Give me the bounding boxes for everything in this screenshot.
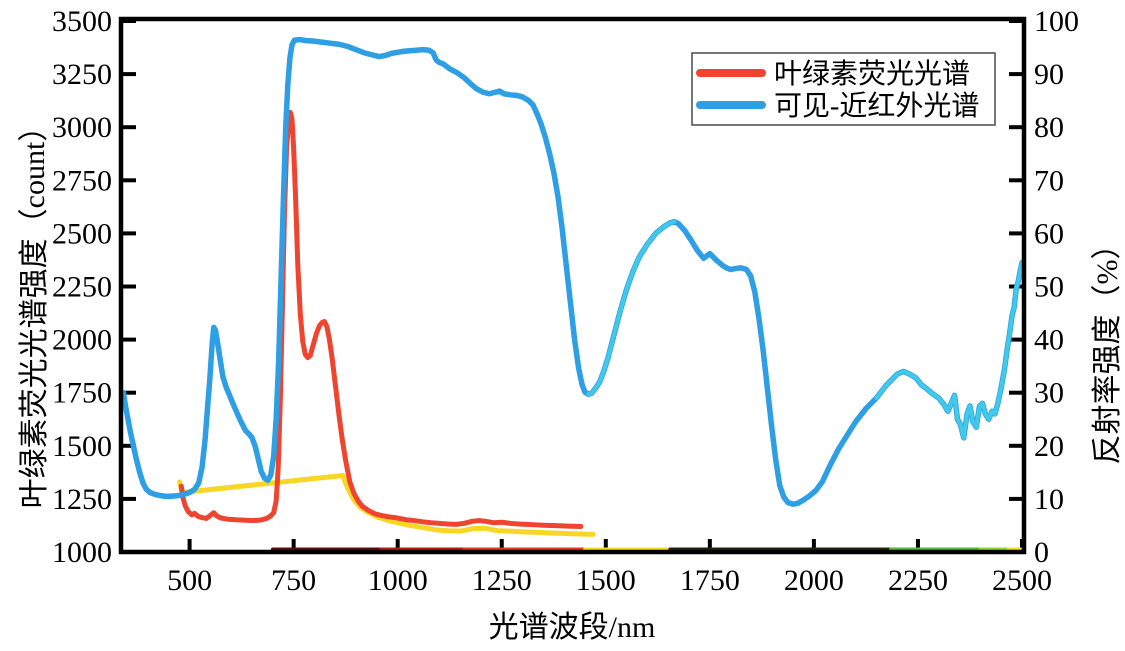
y-left-tick-label: 2000 bbox=[52, 324, 112, 357]
y-left-tick-label: 2250 bbox=[52, 271, 112, 304]
x-tick-label: 500 bbox=[167, 564, 212, 597]
y-axis-title-right: 反射率强度（%） bbox=[1091, 230, 1124, 465]
legend-label-fluorescence: 叶绿素荧光光谱 bbox=[774, 58, 970, 90]
y-left-tick-label: 2750 bbox=[52, 164, 112, 197]
y-left-tick-label: 3500 bbox=[52, 5, 112, 38]
y-left-tick-label: 3250 bbox=[52, 58, 112, 91]
legend-label-vis-nir: 可见-近红外光谱 bbox=[774, 90, 979, 122]
y-right-tick-label: 70 bbox=[1034, 164, 1064, 197]
x-tick-label: 2500 bbox=[992, 564, 1052, 597]
series-line-overlay bbox=[586, 219, 677, 397]
series-line-fluorescence bbox=[177, 473, 596, 537]
y-right-tick-label: 30 bbox=[1034, 377, 1064, 410]
y-right-tick-label: 50 bbox=[1034, 271, 1064, 304]
plot-frame bbox=[118, 16, 1027, 555]
y-right-tick-label: 60 bbox=[1034, 217, 1064, 250]
x-tick-label: 2250 bbox=[888, 564, 948, 597]
spectra-curves bbox=[120, 36, 1025, 552]
x-tick-label: 2000 bbox=[784, 564, 844, 597]
x-tick-label: 1750 bbox=[680, 564, 740, 597]
y-right-tick-label: 10 bbox=[1034, 483, 1064, 516]
series-line-fluorescence bbox=[178, 109, 584, 530]
y-right-tick-label: 90 bbox=[1034, 58, 1064, 91]
x-axis-title: 光谱波段/nm bbox=[489, 611, 656, 644]
x-tick-label: 1250 bbox=[472, 564, 532, 597]
y-axis-title-left: 叶绿素荧光光谱强度（count） bbox=[18, 112, 51, 509]
y-left-tick-label: 1250 bbox=[52, 483, 112, 516]
x-tick-label: 1500 bbox=[576, 564, 636, 597]
axis-tick-labels: 500 750 1000 1250 1500 1750 2000 2250 2500100012… bbox=[52, 5, 1079, 597]
y-right-tick-label: 100 bbox=[1034, 5, 1079, 38]
y-left-tick-label: 1750 bbox=[52, 377, 112, 410]
y-right-tick-label: 80 bbox=[1034, 111, 1064, 144]
x-tick-label: 1000 bbox=[368, 564, 428, 597]
y-left-tick-label: 2500 bbox=[52, 217, 112, 250]
y-left-tick-label: 3000 bbox=[52, 111, 112, 144]
legend: 叶绿素荧光光谱 可见-近红外光谱 bbox=[691, 52, 996, 126]
y-right-tick-label: 40 bbox=[1034, 324, 1064, 357]
legend-box bbox=[691, 52, 996, 126]
y-left-tick-label: 1000 bbox=[52, 536, 112, 569]
y-right-tick-label: 20 bbox=[1034, 430, 1064, 463]
x-tick-label: 750 bbox=[271, 564, 316, 597]
y-left-tick-label: 1500 bbox=[52, 430, 112, 463]
y-right-tick-label: 0 bbox=[1034, 536, 1049, 569]
series-line-overlay bbox=[874, 260, 1024, 440]
